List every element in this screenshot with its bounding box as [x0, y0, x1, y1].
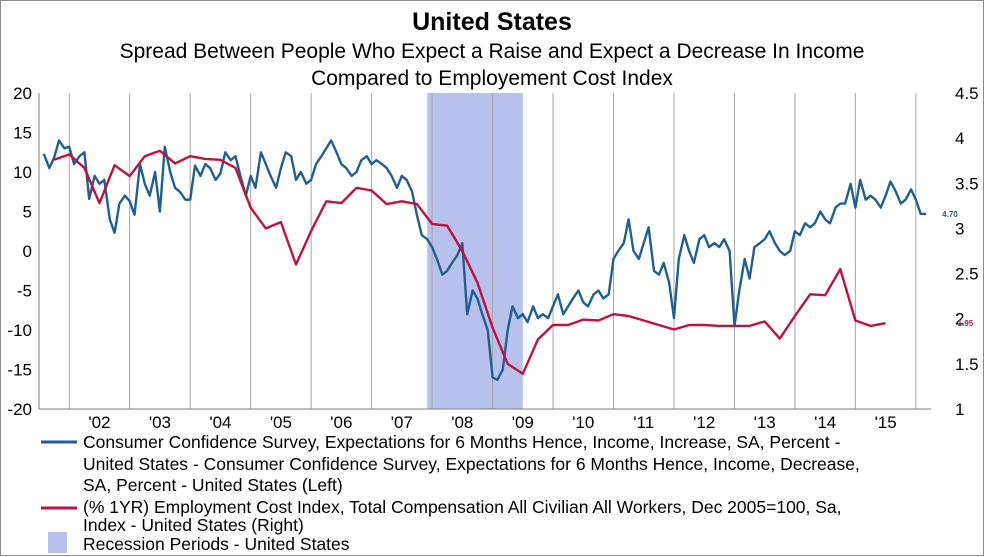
x-tick-labels: '02 '03 '04 '05 '06 '07 '08 '09 '10 '11 '12 '13 '14 '… [88, 413, 896, 432]
eci-end-label: 1.95 [958, 319, 974, 328]
x-tick-label: '12 [693, 413, 715, 432]
chart-subtitle-line-2: Compared to Employement Cost Index [311, 67, 673, 90]
eci-series-line [53, 149, 886, 375]
chart-title: United States [412, 8, 572, 36]
right-tick-label: 2 [955, 310, 964, 329]
confidence-end-label: 4.70 [942, 210, 958, 219]
x-tick-label: '15 [875, 413, 897, 432]
chart-subtitle-line-1: Spread Between People Who Expect a Raise… [120, 40, 865, 63]
left-tick-label: -15 [7, 361, 32, 380]
legend-swatch-recession [48, 532, 67, 553]
left-tick-label: -5 [17, 282, 32, 301]
x-tick-label: '10 [572, 413, 594, 432]
confidence-series-line [42, 139, 927, 381]
recession-band-0 [427, 93, 523, 409]
left-tick-label: 5 [23, 203, 32, 222]
right-tick-label: 2.5 [955, 265, 979, 284]
x-tick-label: '09 [512, 413, 534, 432]
legend-label-eci-line-2: Index - United States (Right) [83, 515, 304, 535]
right-tick-label: 4 [955, 129, 964, 148]
series-lines [42, 139, 927, 381]
x-tick-label: '08 [451, 413, 473, 432]
x-tick-label: '14 [814, 413, 836, 432]
left-tick-label: -20 [7, 400, 32, 419]
left-tick-label: -10 [7, 321, 32, 340]
right-tick-label: 3.5 [955, 174, 979, 193]
right-y-tick-labels: 4.5 4 3.5 3 2.5 2 1.5 1 [955, 84, 979, 419]
x-tick-label: '06 [330, 413, 352, 432]
x-tick-label: '02 [88, 413, 110, 432]
left-tick-label: 20 [13, 84, 32, 103]
legend-label-eci-line-1: (% 1YR) Employment Cost Index, Total Com… [83, 497, 842, 517]
gridlines [68, 93, 917, 409]
x-tick-label: '11 [633, 413, 654, 432]
legend-label-confidence-line-1: Consumer Confidence Survey, Expectations… [83, 432, 841, 452]
left-tick-label: 15 [13, 124, 32, 143]
legend: Consumer Confidence Survey, Expectations… [41, 432, 860, 554]
x-tick-label: '07 [391, 413, 413, 432]
series-end-labels: 4.70 1.95 [942, 210, 974, 328]
x-tick-label: '03 [149, 413, 171, 432]
right-tick-label: 4.5 [955, 84, 979, 103]
legend-label-confidence-line-2: United States - Consumer Confidence Surv… [83, 454, 860, 474]
left-tick-label: 0 [23, 242, 32, 261]
legend-label-recession: Recession Periods - United States [83, 534, 350, 554]
legend-label-confidence-line-3: SA, Percent - United States (Left) [83, 475, 343, 495]
x-tick-label: '13 [754, 413, 776, 432]
recession-shading [427, 93, 523, 409]
right-tick-label: 1 [955, 400, 964, 419]
x-tick-label: '04 [209, 413, 231, 432]
right-tick-label: 3 [955, 219, 964, 238]
x-tick-label: '05 [270, 413, 292, 432]
right-tick-label: 1.5 [955, 355, 979, 374]
left-y-tick-labels: 20 15 10 5 0 -5 -10 -15 -20 [7, 84, 32, 419]
axes [38, 93, 931, 410]
left-tick-label: 10 [13, 163, 32, 182]
